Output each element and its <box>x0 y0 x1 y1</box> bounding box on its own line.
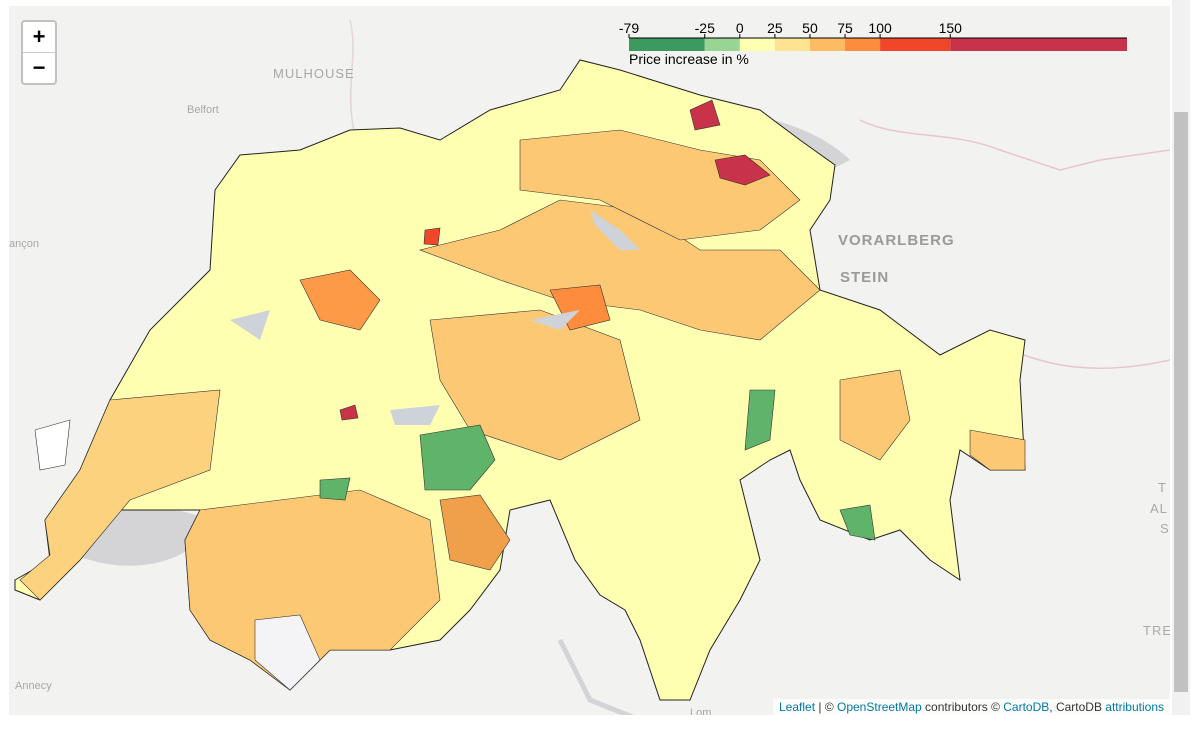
scrollbar-thumb[interactable] <box>1174 112 1188 692</box>
region <box>839 504 876 541</box>
lake <box>530 310 580 330</box>
place-label: MULHOUSE <box>273 66 355 81</box>
map[interactable]: MULHOUSE Belfort ançon VORARLBERG STEIN … <box>9 6 1170 715</box>
region <box>439 494 511 571</box>
region <box>714 154 771 186</box>
region <box>689 99 721 131</box>
legend-bin <box>809 38 846 51</box>
legend-bin <box>739 38 775 51</box>
lake <box>230 310 270 340</box>
legend-tick-label: 75 <box>837 20 853 36</box>
legend-tick-label: 100 <box>868 20 892 36</box>
attribution: Leaflet | © OpenStreetMap contributors ©… <box>773 699 1170 715</box>
legend-bin <box>880 38 951 51</box>
region <box>744 389 776 451</box>
legend-tick-label: 0 <box>736 20 744 36</box>
region <box>34 419 71 471</box>
region <box>319 477 351 501</box>
place-label: TRE <box>1143 623 1170 638</box>
attribution-link[interactable]: Leaflet <box>779 700 816 714</box>
legend-bin <box>845 38 881 51</box>
place-label: VORARLBERG <box>838 232 955 249</box>
legend-bin <box>629 38 705 51</box>
lake <box>557 638 635 715</box>
place-label: STEIN <box>840 269 889 286</box>
place-labels: MULHOUSE Belfort ançon VORARLBERG STEIN … <box>9 66 1170 715</box>
legend-tick-label: 25 <box>767 20 783 36</box>
region <box>429 309 641 461</box>
legend-caption: Price increase in % <box>629 51 749 67</box>
legend-tick-label: 50 <box>802 20 818 36</box>
legend-bin <box>704 38 740 51</box>
legend-tick-label: -25 <box>695 20 715 36</box>
zoom-in[interactable]: + <box>23 22 55 53</box>
attribution-link[interactable]: OpenStreetMap <box>837 700 922 714</box>
legend-tick-label: -79 <box>619 20 639 36</box>
place-label: ançon <box>9 238 39 250</box>
region <box>839 369 911 461</box>
attribution-link[interactable]: CartoDB <box>1003 700 1050 714</box>
place-label: Lom <box>690 707 711 715</box>
region <box>419 424 496 491</box>
place-label: AL <box>1150 501 1168 516</box>
attribution-text: | © <box>815 700 837 714</box>
scrollbar[interactable] <box>1172 0 1190 715</box>
map-layer: MULHOUSE Belfort ançon VORARLBERG STEIN … <box>9 19 1170 715</box>
region <box>184 489 441 691</box>
region <box>299 269 381 331</box>
zoom-out[interactable]: − <box>32 55 46 80</box>
attribution-link[interactable]: attributions <box>1105 700 1164 714</box>
region <box>19 389 221 601</box>
place-label: S <box>1160 521 1170 536</box>
lake <box>590 210 640 250</box>
border <box>859 119 1170 171</box>
legend-tick-label: 150 <box>939 20 963 36</box>
place-label: Annecy <box>15 680 52 692</box>
region <box>423 227 441 246</box>
legend: Price increase in % -79 -25 0 25 50 75 100 150 <box>619 20 1127 67</box>
legend-bin <box>774 38 810 51</box>
basemap <box>14 19 1170 715</box>
attribution-text: , CartoDB <box>1049 700 1106 714</box>
region <box>969 429 1026 471</box>
legend-bin <box>950 38 1127 51</box>
zoom-control: + − <box>21 20 57 85</box>
place-label: Belfort <box>187 104 219 116</box>
region <box>254 614 321 691</box>
place-label: T <box>1158 480 1167 495</box>
region <box>339 404 359 421</box>
attribution-text: contributors © <box>921 700 1004 714</box>
lake <box>390 405 440 425</box>
